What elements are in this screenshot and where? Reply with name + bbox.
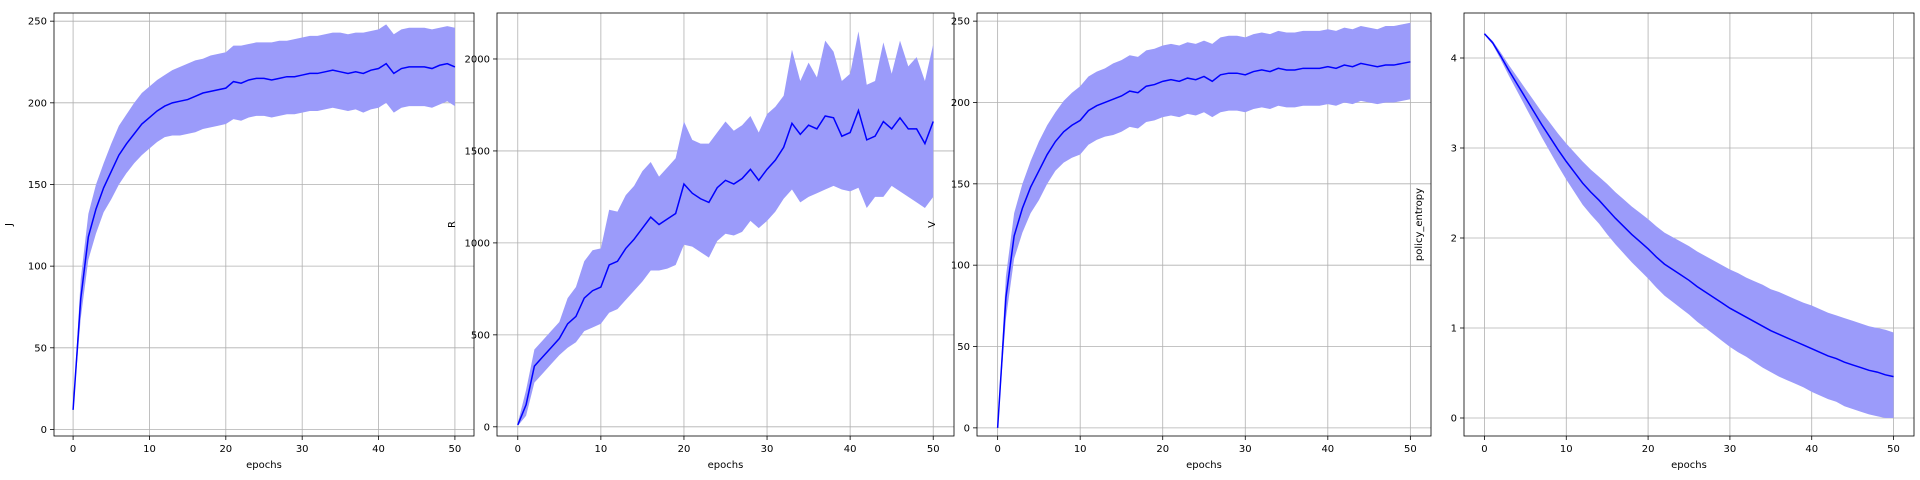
mean-line [996,61,1411,428]
x-tick-label: 30 [1239,444,1252,455]
x-tick-label: 50 [1887,444,1900,455]
confidence-band [1484,32,1894,419]
y-tick-label: 200 [28,98,47,109]
x-tick-label: 50 [449,444,462,455]
y-tick-label: 0 [41,425,47,436]
y-axis-label: J [4,223,15,227]
confidence-band [997,22,1411,428]
y-tick-label: 0 [964,423,970,434]
x-axis-label: epochs [1671,460,1707,471]
x-tick-label: 20 [678,444,691,455]
y-tick-label: 150 [28,180,47,191]
y-tick-label: 100 [951,261,970,272]
x-tick-label: 40 [372,444,385,455]
y-tick-label: 1000 [465,238,490,249]
y-tick-label: 150 [951,179,970,190]
y-tick-label: 250 [28,17,47,28]
x-tick-label: 10 [594,444,607,455]
y-tick-label: 2000 [465,54,490,65]
axes-frame [1463,12,1915,437]
x-tick-label: 0 [1481,444,1487,455]
chart-panel-1: 0 10 20 30 40 50 0 50 100 150 200 250 epochs J [4,12,475,471]
x-tick-label: 10 [143,444,156,455]
x-tick-label: 30 [296,444,309,455]
y-tick-label: 2 [1451,234,1457,245]
y-axis-label: R [447,221,458,228]
chart-panel-4: 0 10 20 30 40 50 0 1 2 3 4 epochs policy_entropy [1414,12,1915,471]
mean-line [1483,33,1894,378]
mean-line [517,108,934,426]
y-tick-label: 0 [484,422,490,433]
x-tick-label: 40 [1805,444,1818,455]
y-tick-label: 50 [957,342,970,353]
x-tick-label: 0 [70,444,76,455]
mean-line [72,62,456,410]
y-tick-label: 250 [951,17,970,28]
x-tick-label: 20 [219,444,232,455]
y-tick-label: 0 [1451,414,1457,425]
chart-panel-3: 0 10 20 30 40 50 0 50 100 150 200 250 epochs V [927,12,1432,471]
y-tick-label: 100 [28,262,47,273]
y-tick-label: 1 [1451,324,1457,335]
x-axis-label: epochs [246,460,282,471]
x-tick-label: 20 [1156,444,1169,455]
y-axis-label: V [927,221,938,228]
x-tick-label: 20 [1642,444,1655,455]
x-axis-label: epochs [708,460,744,471]
x-tick-label: 50 [927,444,940,455]
confidence-band [73,24,455,410]
y-tick-label: 500 [471,330,490,341]
x-tick-label: 40 [844,444,857,455]
x-tick-label: 10 [1074,444,1087,455]
x-tick-label: 10 [1560,444,1573,455]
x-tick-label: 30 [761,444,774,455]
y-tick-label: 3 [1451,144,1457,155]
y-tick-label: 1500 [465,146,490,157]
y-tick-label: 200 [951,98,970,109]
x-tick-label: 50 [1404,444,1417,455]
x-axis-label: epochs [1186,460,1222,471]
axes-frame [976,12,1432,437]
x-tick-label: 40 [1321,444,1334,455]
y-tick-label: 50 [34,343,47,354]
confidence-band [517,31,934,426]
x-tick-label: 30 [1724,444,1737,455]
x-tick-label: 0 [515,444,521,455]
x-tick-label: 0 [994,444,1000,455]
y-axis-label: policy_entropy [1414,188,1425,261]
y-tick-label: 4 [1451,54,1457,65]
axes-frame [496,12,955,437]
axes-frame [53,12,475,437]
